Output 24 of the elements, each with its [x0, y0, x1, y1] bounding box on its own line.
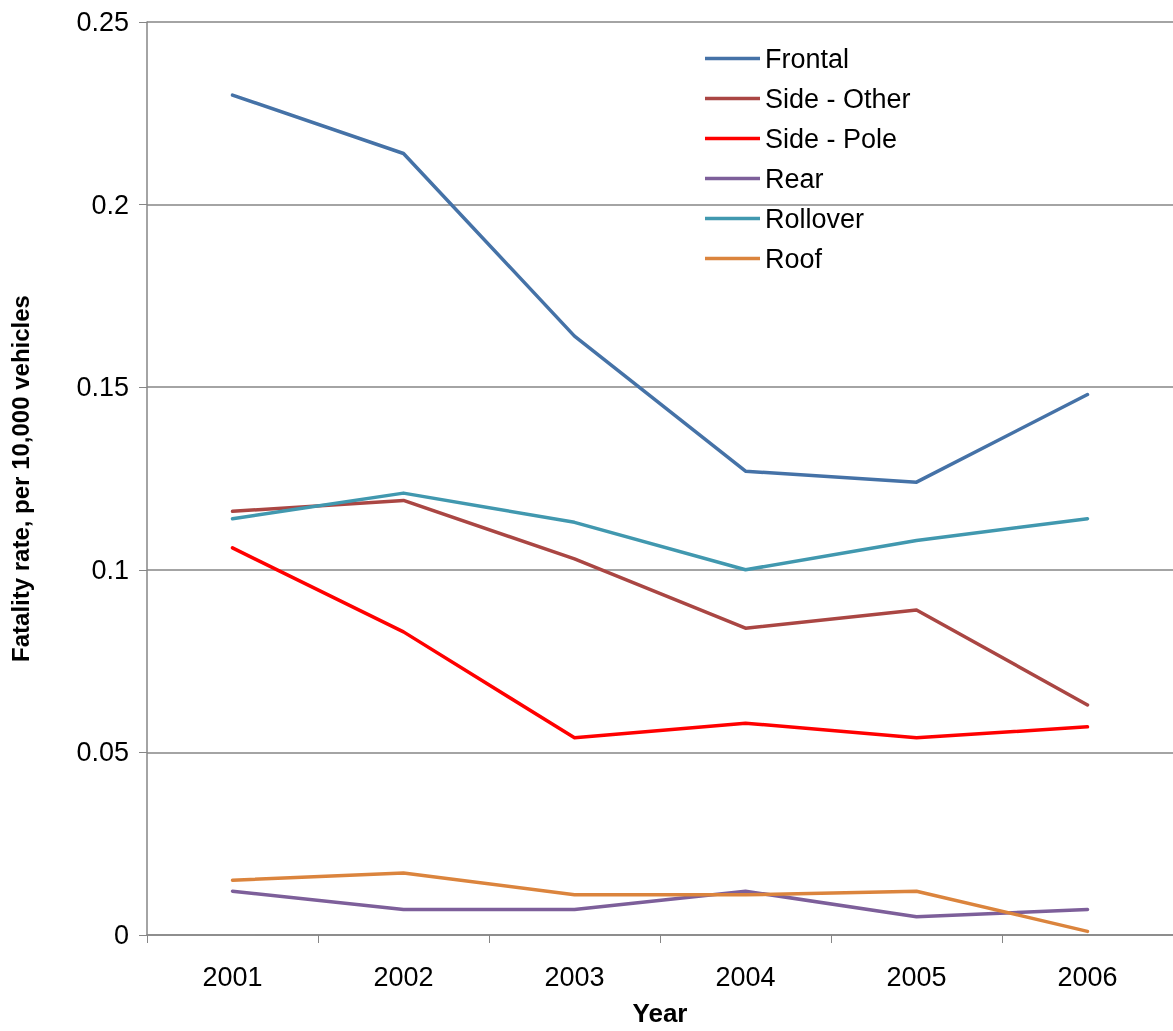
- legend-label: Side - Other: [765, 83, 911, 114]
- line-series: [230, 491, 1090, 572]
- line-series: [230, 546, 1090, 740]
- x-tick-label: 2005: [886, 961, 947, 992]
- legend-label: Rear: [765, 163, 824, 194]
- y-tick-label: 0.1: [91, 554, 129, 585]
- line-series: [230, 871, 1090, 934]
- y-tick-label: 0.25: [76, 7, 129, 37]
- y-tick-label: 0.05: [76, 737, 129, 768]
- line-series: [230, 498, 1090, 707]
- x-tick-label: 2001: [202, 961, 263, 992]
- x-axis-title: Year: [632, 998, 688, 1028]
- y-axis-title: Fatality rate, per 10,000 vehicles: [6, 295, 34, 662]
- legend-label: Rollover: [765, 203, 865, 234]
- x-tick-label: 2002: [373, 961, 434, 992]
- x-tick-label: 2003: [544, 961, 605, 992]
- legend-label: Roof: [765, 243, 823, 274]
- y-tick-label: 0: [113, 920, 129, 950]
- legend-label: Side - Pole: [765, 123, 898, 154]
- x-tick-label: 2004: [715, 961, 776, 992]
- x-tick-label: 2006: [1057, 961, 1118, 992]
- legend-label: Frontal: [765, 43, 850, 74]
- y-tick-label: 0.15: [76, 372, 129, 403]
- y-tick-label: 0.2: [91, 189, 129, 220]
